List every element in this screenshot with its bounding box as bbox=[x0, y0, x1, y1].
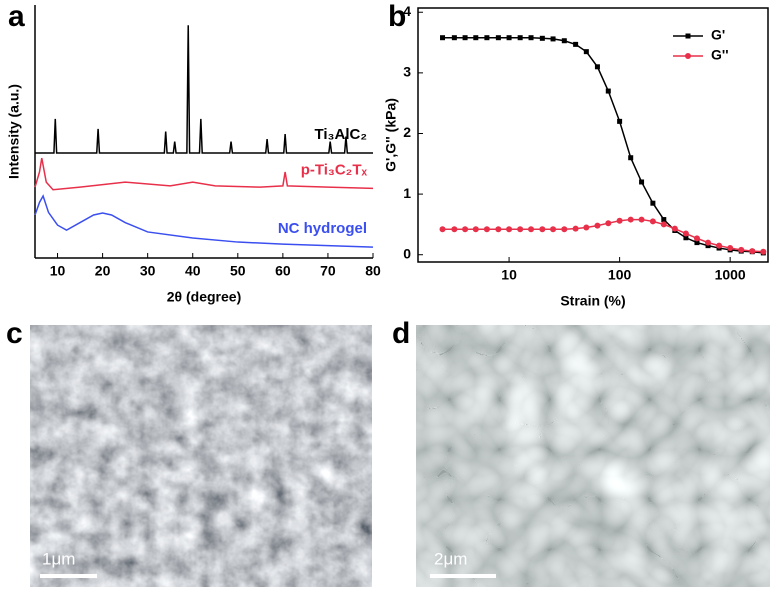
x-tick-label: 10 bbox=[50, 263, 66, 279]
data-point bbox=[661, 217, 667, 223]
legend-label: G' bbox=[711, 27, 725, 43]
data-point bbox=[694, 240, 700, 246]
data-point bbox=[462, 35, 468, 41]
y-tick-label: 2 bbox=[403, 124, 411, 140]
data-point bbox=[517, 35, 523, 41]
scale-bar-label: 2μm bbox=[434, 549, 467, 568]
data-point bbox=[605, 220, 612, 227]
x-tick-label: 40 bbox=[185, 263, 201, 279]
data-point bbox=[561, 38, 567, 44]
series-label: NC hydrogel bbox=[278, 220, 367, 237]
data-point bbox=[617, 118, 623, 124]
data-point bbox=[760, 248, 767, 255]
data-point bbox=[650, 200, 656, 206]
data-point bbox=[506, 226, 513, 233]
data-point bbox=[561, 226, 568, 233]
data-point bbox=[749, 248, 756, 255]
data-point bbox=[638, 216, 645, 223]
data-point bbox=[517, 226, 524, 233]
data-point bbox=[693, 235, 700, 242]
plot-frame bbox=[417, 7, 769, 263]
x-tick-label: 1000 bbox=[715, 267, 746, 283]
x-axis-label: 2θ (degree) bbox=[167, 289, 241, 305]
x-tick-label: 30 bbox=[140, 263, 156, 279]
data-point bbox=[627, 216, 634, 223]
data-point bbox=[705, 239, 712, 246]
data-point bbox=[594, 64, 600, 70]
data-point bbox=[605, 88, 611, 94]
data-point bbox=[439, 226, 446, 233]
data-point bbox=[440, 35, 446, 41]
data-point bbox=[550, 36, 556, 42]
data-point bbox=[451, 35, 457, 41]
data-point bbox=[594, 222, 601, 229]
panel-label: c bbox=[6, 317, 23, 350]
x-axis-label: Strain (%) bbox=[560, 293, 625, 309]
panel-label: a bbox=[8, 0, 25, 33]
data-point bbox=[484, 35, 490, 41]
data-point bbox=[528, 35, 534, 41]
data-point bbox=[660, 221, 667, 228]
data-point bbox=[628, 155, 634, 161]
y-tick-label: 0 bbox=[403, 245, 411, 261]
data-point bbox=[683, 235, 689, 241]
sem-image bbox=[30, 325, 372, 587]
data-point bbox=[573, 41, 579, 47]
data-point bbox=[528, 226, 535, 233]
x-tick-label: 70 bbox=[320, 263, 336, 279]
legend-label: G'' bbox=[711, 47, 729, 63]
series-label: p-Ti₃C₂Tₓ bbox=[301, 161, 368, 178]
legend-marker bbox=[685, 53, 691, 59]
x-tick-label: 20 bbox=[95, 263, 111, 279]
data-point bbox=[539, 35, 545, 41]
data-point bbox=[451, 226, 458, 233]
sem-image bbox=[416, 325, 770, 587]
data-point bbox=[738, 246, 745, 253]
data-point bbox=[506, 35, 512, 41]
scale-bar-label: 1μm bbox=[42, 549, 75, 568]
data-point bbox=[583, 224, 590, 231]
data-point bbox=[727, 245, 734, 252]
data-point bbox=[649, 218, 656, 225]
data-point bbox=[495, 226, 502, 233]
data-point bbox=[671, 225, 678, 232]
panel-label: b bbox=[388, 0, 406, 33]
x-tick-label: 100 bbox=[608, 267, 632, 283]
legend-marker bbox=[685, 33, 691, 39]
data-point bbox=[616, 217, 623, 224]
x-tick-label: 10 bbox=[501, 267, 517, 283]
data-point bbox=[539, 226, 546, 233]
x-tick-label: 80 bbox=[365, 263, 381, 279]
data-point bbox=[473, 35, 479, 41]
data-point bbox=[639, 179, 645, 185]
series-label: Ti₃AlC₂ bbox=[315, 126, 368, 143]
panel-label: d bbox=[392, 317, 410, 350]
x-tick-label: 60 bbox=[275, 263, 291, 279]
data-point bbox=[583, 49, 589, 55]
data-line bbox=[35, 25, 373, 154]
y-tick-label: 4 bbox=[403, 3, 411, 19]
data-line bbox=[442, 36, 764, 254]
y-tick-label: 3 bbox=[403, 64, 411, 80]
data-line bbox=[34, 157, 374, 191]
data-point bbox=[483, 226, 490, 233]
x-tick-label: 50 bbox=[230, 263, 246, 279]
data-point bbox=[682, 230, 689, 237]
data-point bbox=[572, 225, 579, 232]
data-point bbox=[550, 226, 557, 233]
data-line bbox=[34, 194, 374, 248]
data-point bbox=[462, 226, 469, 233]
data-point bbox=[705, 243, 711, 249]
y-axis-label: G',G'' (kPa) bbox=[383, 98, 399, 172]
data-point bbox=[716, 242, 723, 249]
y-tick-label: 1 bbox=[403, 185, 411, 201]
y-axis-label: Intensity (a.u.) bbox=[6, 84, 22, 179]
data-point bbox=[495, 35, 501, 41]
data-point bbox=[472, 226, 479, 233]
